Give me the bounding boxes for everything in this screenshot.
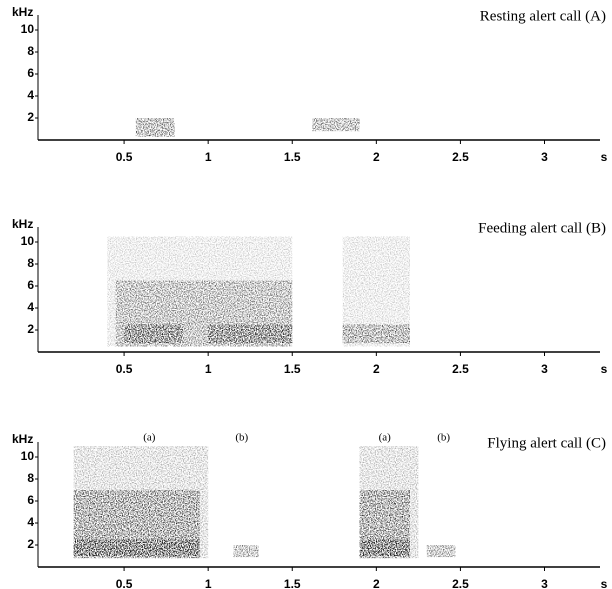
x-tick-label: 1 bbox=[205, 362, 212, 376]
y-tick-label: 10 bbox=[21, 22, 35, 36]
y-axis-label: kHz bbox=[12, 432, 33, 446]
spectral-energy bbox=[233, 545, 259, 558]
x-tick-label: 2 bbox=[373, 577, 380, 589]
spectral-energy bbox=[208, 324, 293, 344]
y-tick-label: 8 bbox=[27, 44, 34, 58]
spectral-energy bbox=[135, 118, 175, 137]
spectral-energy bbox=[312, 118, 360, 132]
chart-title: Flying alert call (C) bbox=[487, 435, 606, 451]
annotation: (b) bbox=[437, 432, 450, 444]
y-tick-label: 4 bbox=[27, 300, 34, 314]
spectral-energy bbox=[359, 539, 410, 556]
y-axis-label: kHz bbox=[12, 5, 33, 19]
y-tick-label: 10 bbox=[21, 449, 35, 463]
x-axis-label: s bbox=[601, 577, 608, 589]
x-tick-label: 2.5 bbox=[452, 150, 469, 164]
annotation: (a) bbox=[143, 432, 156, 444]
annotation: (a) bbox=[379, 432, 392, 444]
y-tick-label: 4 bbox=[27, 88, 34, 102]
y-axis-label: kHz bbox=[12, 217, 33, 231]
x-tick-label: 2 bbox=[373, 150, 380, 164]
y-tick-label: 8 bbox=[27, 256, 34, 270]
spectral-energy bbox=[124, 324, 183, 344]
x-tick-label: 1 bbox=[205, 150, 212, 164]
x-tick-label: 3 bbox=[541, 362, 548, 376]
x-tick-label: 3 bbox=[541, 577, 548, 589]
y-tick-label: 6 bbox=[27, 493, 34, 507]
x-tick-label: 1 bbox=[205, 577, 212, 589]
y-tick-label: 4 bbox=[27, 515, 34, 529]
chart-title: Feeding alert call (B) bbox=[478, 220, 606, 236]
x-tick-label: 1.5 bbox=[284, 577, 301, 589]
x-tick-label: 1.5 bbox=[284, 150, 301, 164]
annotation: (b) bbox=[235, 432, 248, 444]
y-tick-label: 8 bbox=[27, 471, 34, 485]
x-tick-label: 1.5 bbox=[284, 362, 301, 376]
x-tick-label: 2.5 bbox=[452, 577, 469, 589]
x-tick-label: 0.5 bbox=[116, 577, 133, 589]
x-axis-label: s bbox=[601, 150, 608, 164]
x-tick-label: 0.5 bbox=[116, 362, 133, 376]
y-tick-label: 6 bbox=[27, 66, 34, 80]
y-tick-label: 10 bbox=[21, 234, 35, 248]
x-tick-label: 0.5 bbox=[116, 150, 133, 164]
x-tick-label: 2 bbox=[373, 362, 380, 376]
x-tick-label: 2.5 bbox=[452, 362, 469, 376]
spectral-energy bbox=[426, 545, 456, 558]
y-tick-label: 2 bbox=[27, 322, 34, 336]
spectral-energy bbox=[342, 324, 410, 344]
y-tick-label: 2 bbox=[27, 537, 34, 551]
x-tick-label: 3 bbox=[541, 150, 548, 164]
y-tick-label: 2 bbox=[27, 110, 34, 124]
spectral-energy bbox=[73, 539, 200, 556]
x-axis-label: s bbox=[601, 362, 608, 376]
y-tick-label: 6 bbox=[27, 278, 34, 292]
chart-title: Resting alert call (A) bbox=[480, 8, 606, 24]
